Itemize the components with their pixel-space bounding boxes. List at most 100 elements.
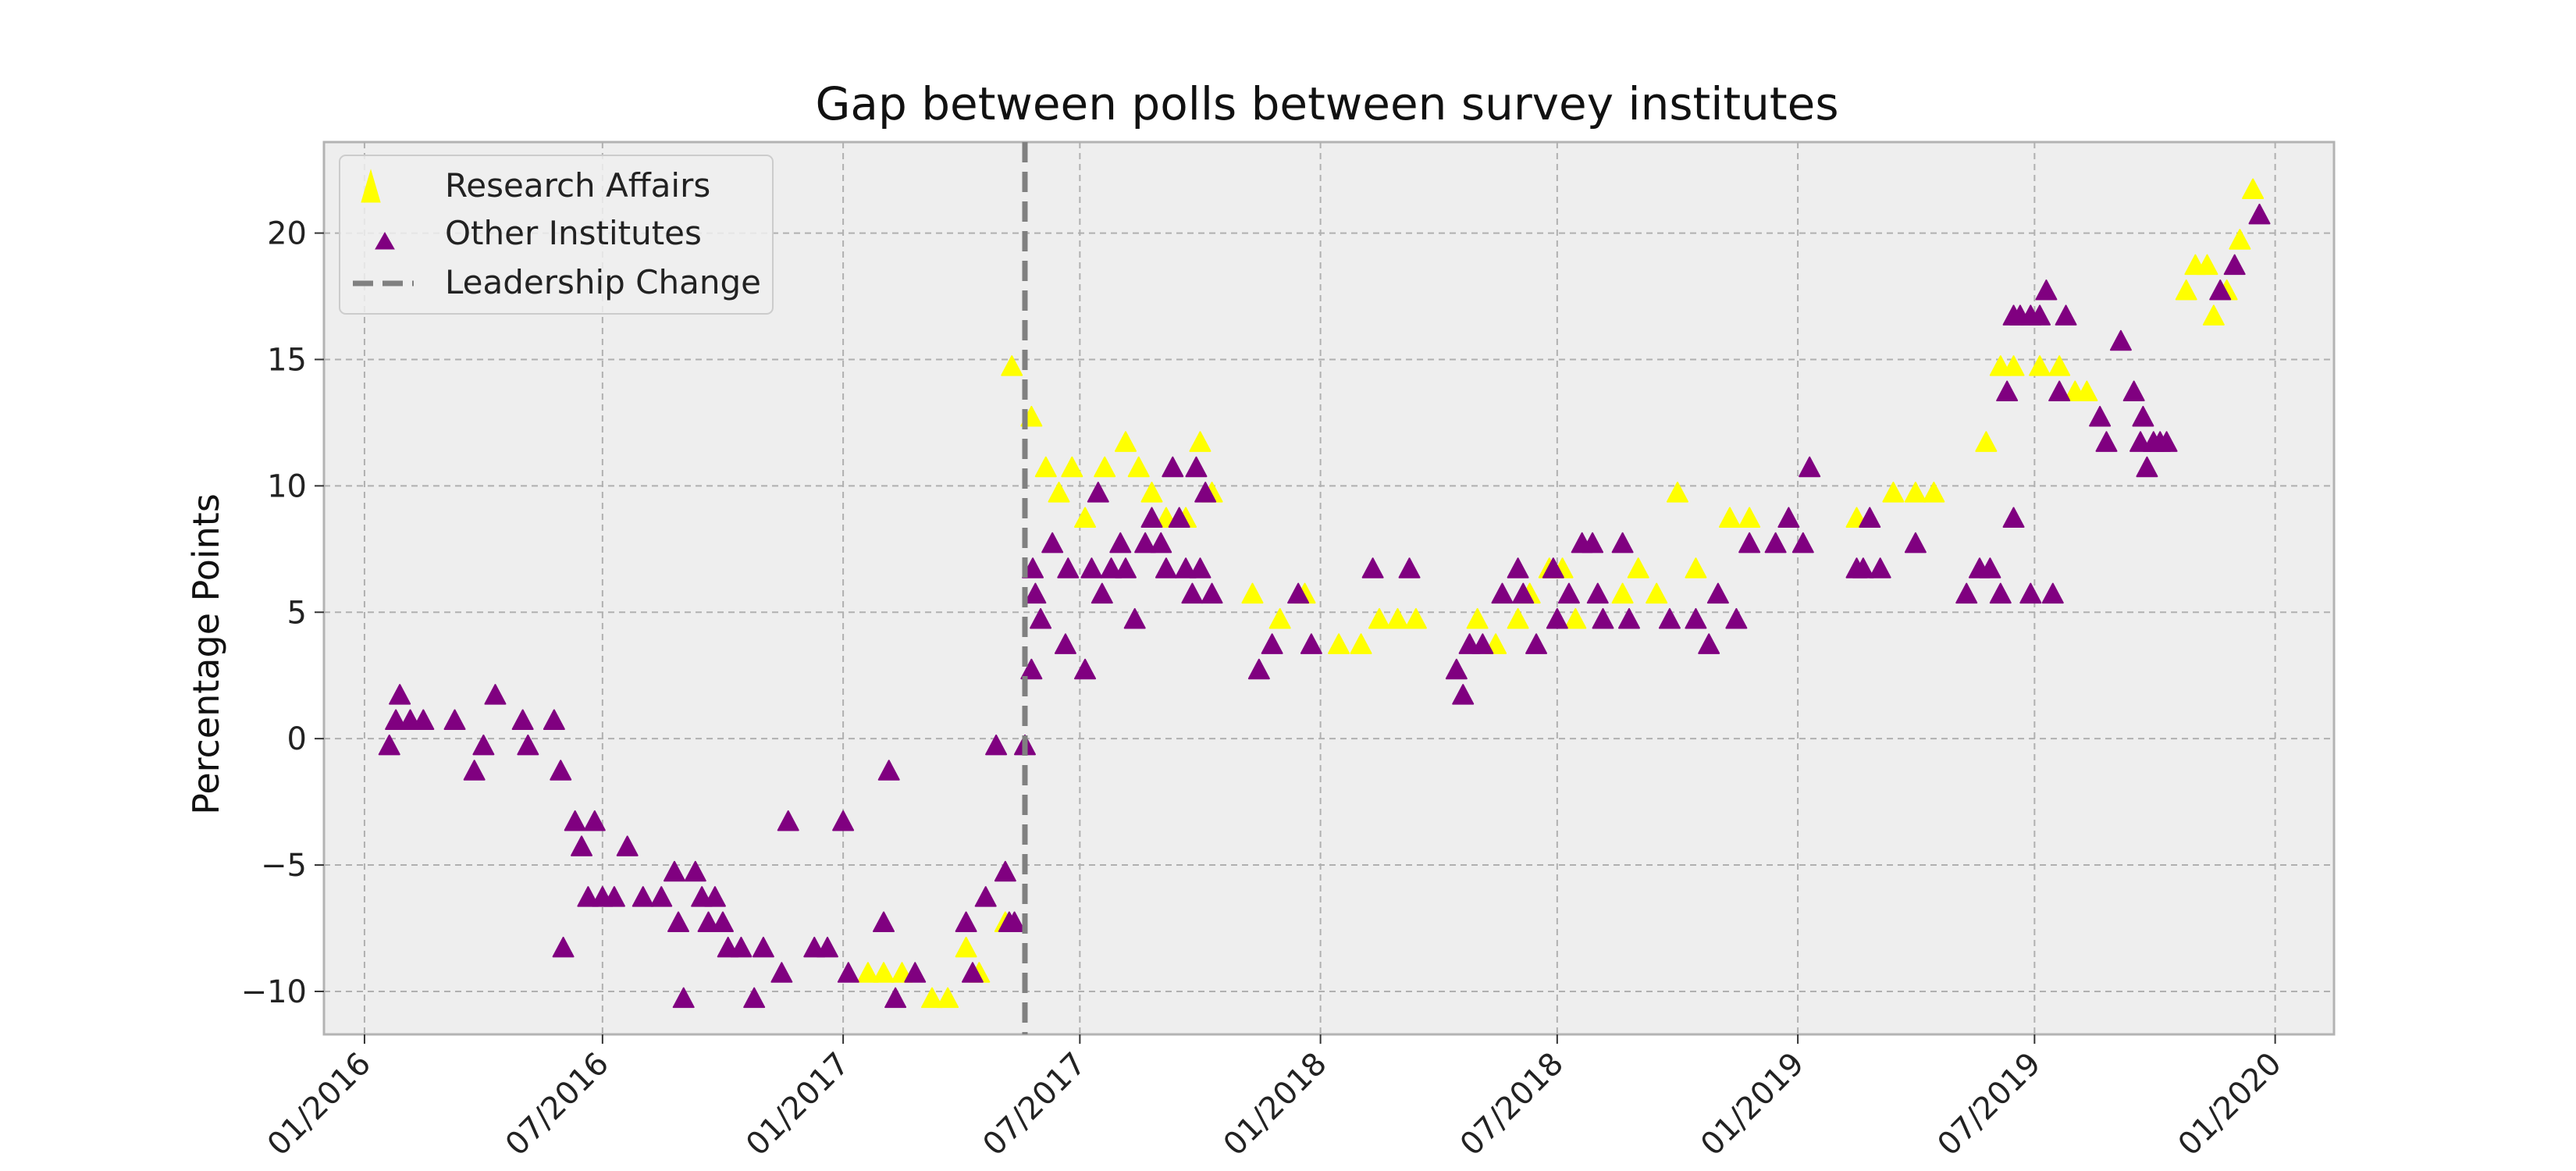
other-institutes-point xyxy=(1109,532,1132,553)
other-institutes-point xyxy=(711,911,734,933)
other-institutes-point xyxy=(974,886,997,907)
research-affairs-point xyxy=(1564,607,1587,629)
other-institutes-point xyxy=(2209,279,2232,301)
other-institutes-point xyxy=(2019,582,2042,604)
other-institutes-point xyxy=(632,886,654,907)
other-institutes-point xyxy=(1054,633,1076,654)
x-tick-label: 07/2019 xyxy=(1930,1046,2048,1163)
x-tick-label: 07/2017 xyxy=(976,1046,1093,1163)
chart-title: Gap between polls between survey institu… xyxy=(815,77,1838,130)
other-institutes-point xyxy=(667,911,690,933)
other-institutes-point xyxy=(1799,456,1821,478)
y-axis: −10 −5 0 5 10 15 20 xyxy=(241,216,324,1010)
research-affairs-point xyxy=(1001,355,1023,376)
other-institutes-point xyxy=(1777,507,1800,528)
other-institutes-point xyxy=(1452,684,1475,705)
other-institutes-point xyxy=(1162,456,1184,478)
other-institutes-point xyxy=(1586,582,1609,604)
y-tick-label: 10 xyxy=(267,468,307,504)
other-institutes-point xyxy=(777,810,799,831)
research-affairs-point xyxy=(2202,304,2225,326)
other-institutes-point xyxy=(955,911,977,933)
other-institutes-point xyxy=(1020,658,1043,680)
research-affairs-point xyxy=(1666,482,1688,503)
other-institutes-point xyxy=(1512,582,1535,604)
research-affairs-point xyxy=(2002,355,2025,376)
other-institutes-point xyxy=(2055,304,2077,326)
data-points xyxy=(378,178,2271,1009)
other-institutes-point xyxy=(1181,582,1204,604)
x-tick-label: 07/2018 xyxy=(1453,1046,1571,1163)
other-institutes-point xyxy=(1189,557,1212,578)
other-institutes-point xyxy=(2122,380,2145,402)
other-institutes-point xyxy=(884,987,907,1009)
research-affairs-point xyxy=(2196,254,2218,276)
other-institutes-point xyxy=(2002,507,2025,528)
other-institutes-point xyxy=(684,860,706,882)
research-affairs-point xyxy=(1507,607,1529,629)
research-affairs-point xyxy=(1904,482,1927,503)
other-institutes-point xyxy=(1194,482,1217,503)
x-tick-label: 01/2019 xyxy=(1694,1046,1811,1163)
other-institutes-point xyxy=(2223,254,2246,276)
research-affairs-point xyxy=(1718,507,1741,528)
other-institutes-point xyxy=(1592,607,1614,629)
other-institutes-point xyxy=(2048,380,2071,402)
research-affairs-point xyxy=(1074,507,1097,528)
other-institutes-point xyxy=(571,835,593,856)
other-institutes-point xyxy=(511,709,534,730)
other-institutes-point xyxy=(1300,633,1322,654)
other-institutes-point xyxy=(385,709,407,730)
other-institutes-point xyxy=(2029,304,2051,326)
research-affairs-point xyxy=(873,962,895,983)
other-institutes-point xyxy=(1168,507,1190,528)
other-institutes-point xyxy=(1955,582,1978,604)
research-affairs-point xyxy=(1975,431,1998,452)
other-institutes-point xyxy=(1611,532,1634,553)
research-affairs-point xyxy=(1328,633,1350,654)
other-institutes-point xyxy=(1507,557,1529,578)
research-affairs-point xyxy=(856,962,879,983)
other-institutes-point xyxy=(1080,557,1103,578)
research-affairs-point xyxy=(1034,456,1057,478)
other-institutes-point xyxy=(1859,507,1881,528)
legend: Research Affairs Other Institutes Leader… xyxy=(339,155,774,315)
other-institutes-point xyxy=(877,760,900,781)
other-institutes-point xyxy=(1041,532,1064,553)
other-institutes-point xyxy=(1155,557,1177,578)
research-affairs-point xyxy=(1127,456,1150,478)
other-institutes-point xyxy=(770,962,793,983)
other-institutes-point xyxy=(378,734,400,756)
other-institutes-point xyxy=(1022,557,1044,578)
legend-label-leadership-change: Leadership Change xyxy=(445,263,761,301)
y-tick-label: −10 xyxy=(241,974,307,1010)
research-affairs-point xyxy=(1627,557,1649,578)
other-institutes-point xyxy=(443,709,466,730)
x-axis: 01/2016 07/2016 01/2017 07/2017 01/2018 07/20… xyxy=(261,1034,2289,1163)
other-institutes-point xyxy=(1261,633,1283,654)
other-institutes-point xyxy=(550,760,572,781)
other-institutes-point xyxy=(994,860,1016,882)
other-institutes-point xyxy=(1287,582,1310,604)
other-institutes-point xyxy=(1398,557,1421,578)
research-affairs-point xyxy=(2048,355,2071,376)
other-institutes-point xyxy=(817,936,839,958)
other-institutes-point xyxy=(1030,607,1052,629)
research-affairs-point xyxy=(2175,279,2197,301)
legend-marker-other-institutes xyxy=(375,231,395,250)
other-institutes-point xyxy=(1091,582,1113,604)
other-institutes-point xyxy=(616,835,639,856)
other-institutes-point xyxy=(2089,405,2112,427)
y-axis-label: Percentage Points xyxy=(185,493,227,815)
other-institutes-point xyxy=(484,684,507,705)
other-institutes-point xyxy=(743,987,766,1009)
other-institutes-point xyxy=(1471,633,1494,654)
other-institutes-point xyxy=(650,886,673,907)
legend-box xyxy=(339,155,774,315)
other-institutes-point xyxy=(1201,582,1223,604)
research-affairs-point xyxy=(1189,431,1212,452)
other-institutes-point xyxy=(697,911,720,933)
research-affairs-point xyxy=(1404,607,1427,629)
research-affairs-point xyxy=(1048,482,1070,503)
other-institutes-point xyxy=(1546,607,1568,629)
